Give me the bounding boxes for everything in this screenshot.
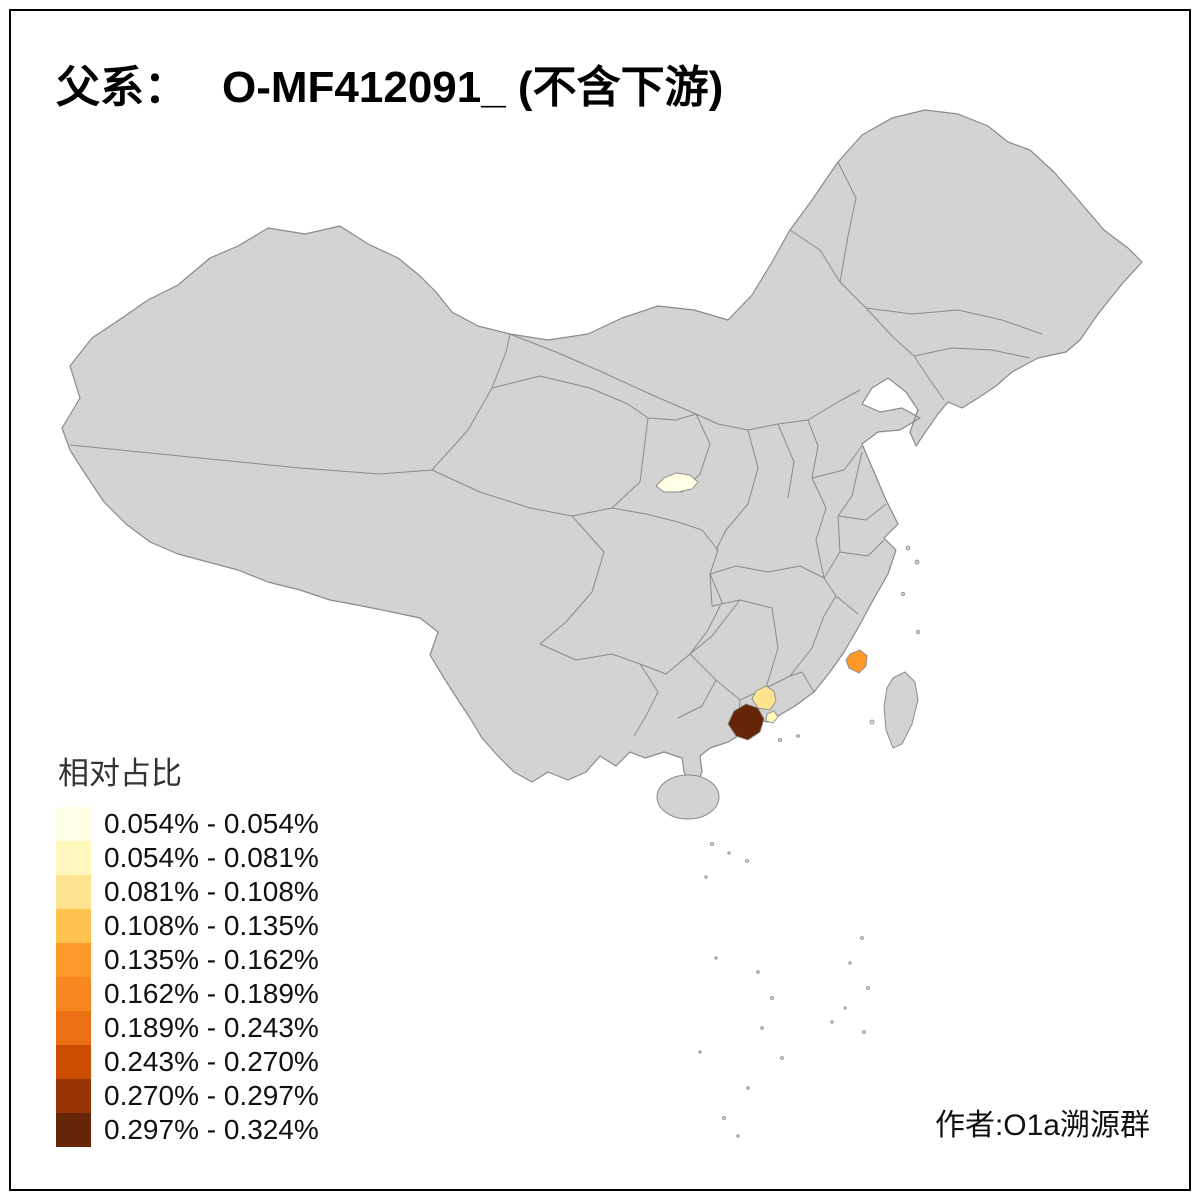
legend-item: 0.135% - 0.162% xyxy=(56,943,319,977)
taiwan-island xyxy=(883,671,919,749)
legend-swatch xyxy=(56,841,91,875)
legend-label: 0.189% - 0.243% xyxy=(104,1012,319,1043)
guangdong-small-highlight xyxy=(765,710,779,724)
legend-swatch xyxy=(56,807,91,841)
legend-label: 0.297% - 0.324% xyxy=(104,1114,319,1145)
author-credit: 作者:O1a溯源群 xyxy=(934,1109,1150,1142)
legend-swatch xyxy=(56,1079,91,1113)
legend-swatch xyxy=(56,875,91,909)
china-mainland xyxy=(61,109,1143,791)
title-prefix: 父系： xyxy=(56,63,188,112)
page-title: 父系： O-MF412091_ (不含下游) xyxy=(56,63,724,112)
legend-rows: 0.054% - 0.054% 0.054% - 0.081% 0.081% -… xyxy=(56,807,319,1147)
legend-label: 0.054% - 0.081% xyxy=(104,842,319,873)
legend-label: 0.054% - 0.054% xyxy=(104,808,319,839)
guangdong-west-highlight xyxy=(727,703,765,741)
legend-label: 0.108% - 0.135% xyxy=(104,910,319,941)
legend-item: 0.081% - 0.108% xyxy=(56,875,319,909)
legend-label: 0.135% - 0.162% xyxy=(104,944,319,975)
legend-title: 相对占比 xyxy=(58,756,182,791)
hainan-island xyxy=(656,774,720,820)
legend: 相对占比 0.054% - 0.054% 0.054% - 0.081% 0.0… xyxy=(56,748,319,1147)
legend-item: 0.270% - 0.297% xyxy=(56,1079,319,1113)
legend-swatch xyxy=(56,977,91,1011)
legend-label: 0.270% - 0.297% xyxy=(104,1080,319,1111)
legend-swatch xyxy=(56,1011,91,1045)
legend-item: 0.243% - 0.270% xyxy=(56,1045,319,1079)
legend-label: 0.162% - 0.189% xyxy=(104,978,319,1009)
legend-swatch xyxy=(56,1113,91,1147)
legend-item: 0.162% - 0.189% xyxy=(56,977,319,1011)
central-china-highlight xyxy=(655,472,699,493)
legend-label: 0.081% - 0.108% xyxy=(104,876,319,907)
legend-item: 0.054% - 0.081% xyxy=(56,841,319,875)
legend-item: 0.297% - 0.324% xyxy=(56,1113,319,1147)
legend-swatch xyxy=(56,1045,91,1079)
guangdong-central-highlight xyxy=(751,685,777,711)
sea-islets xyxy=(698,545,921,1138)
legend-item: 0.189% - 0.243% xyxy=(56,1011,319,1045)
fujian-coast-highlight xyxy=(845,649,868,674)
title-haplogroup: O-MF412091_ (不含下游) xyxy=(222,63,724,112)
legend-label: 0.243% - 0.270% xyxy=(104,1046,319,1077)
legend-swatch xyxy=(56,909,91,943)
legend-swatch xyxy=(56,943,91,977)
legend-item: 0.054% - 0.054% xyxy=(56,807,319,841)
legend-item: 0.108% - 0.135% xyxy=(56,909,319,943)
